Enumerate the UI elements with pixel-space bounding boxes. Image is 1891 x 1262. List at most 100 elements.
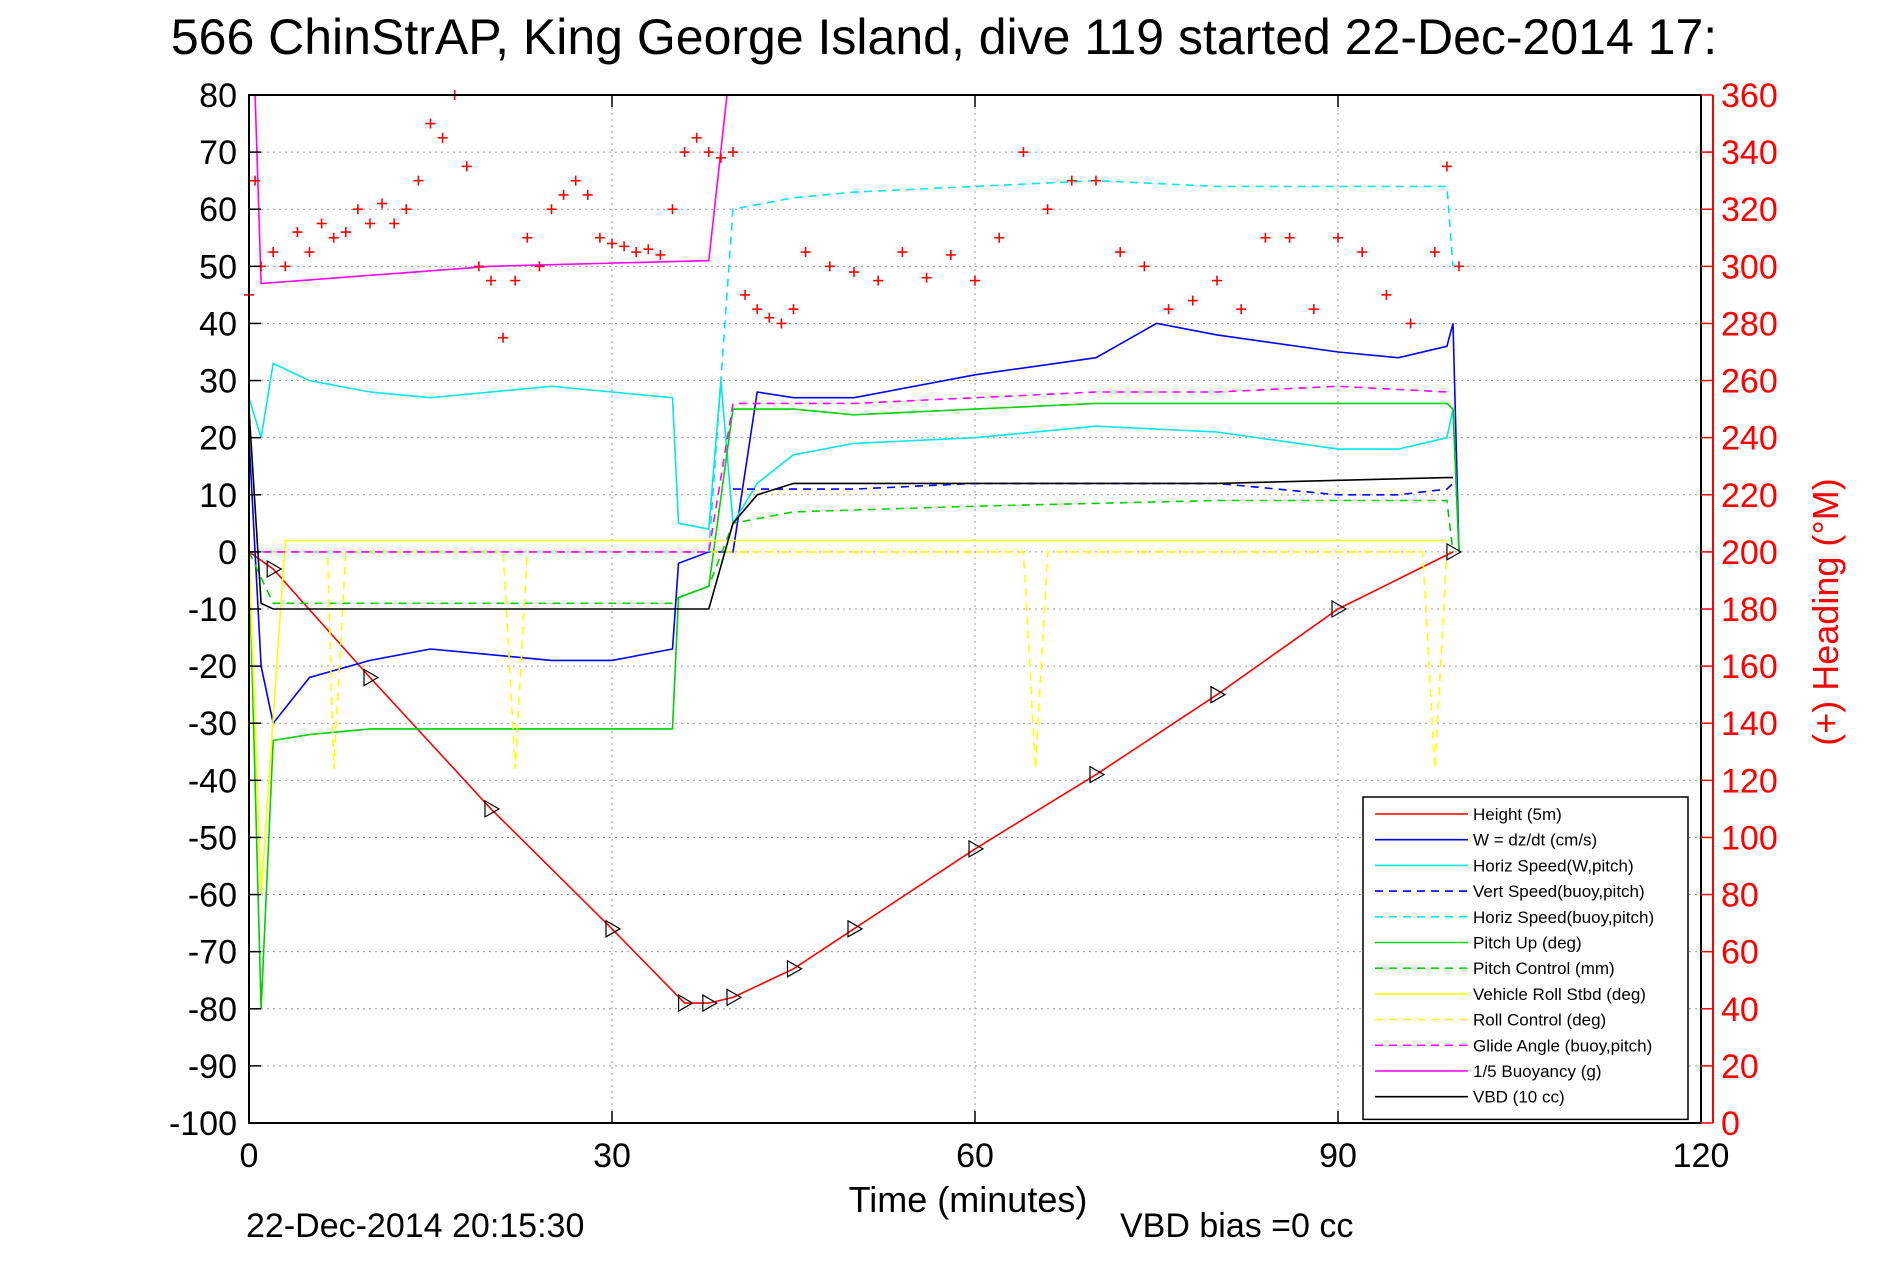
heading-point (1333, 232, 1343, 243)
heading-point (377, 198, 388, 209)
axis-ticks: 0 30 60 90 12080706050403020100-10-20-30-40-… (169, 77, 1778, 1175)
height-marker (968, 839, 985, 858)
y-tick-label: 0 (218, 534, 237, 572)
y-tick-label: -90 (188, 1048, 237, 1086)
heading-point (1066, 175, 1077, 186)
y-tick-label: -40 (188, 762, 237, 800)
heading-point (413, 175, 424, 186)
heading-point (486, 275, 496, 286)
heading-point (582, 189, 593, 200)
legend-label: Pitch Up (deg) (1473, 934, 1582, 953)
heading-point (1042, 204, 1053, 215)
height-marker (605, 919, 622, 938)
legend-label: Horiz Speed(buoy,pitch) (1473, 908, 1654, 927)
y-right-tick-label: 280 (1721, 305, 1778, 343)
legend-label: Height (5m) (1473, 805, 1562, 824)
height-marker (677, 994, 694, 1013)
series-line-1 (248, 322, 1460, 726)
heading-point (570, 175, 581, 186)
legend-label: VBD (10 cc) (1473, 1088, 1565, 1107)
heading-point (280, 261, 291, 272)
heading-point (873, 275, 884, 286)
y-tick-label: -100 (169, 1105, 237, 1143)
legend-label: Pitch Control (mm) (1473, 959, 1615, 978)
heading-point (365, 218, 375, 229)
y-right-tick-label: 100 (1721, 819, 1778, 857)
heading-point (340, 227, 351, 238)
series-line-11 (248, 409, 1453, 610)
heading-point (691, 132, 702, 143)
heading-point (1260, 232, 1271, 243)
legend-label: Glide Angle (buoy,pitch) (1473, 1036, 1652, 1055)
height-marker (726, 988, 743, 1007)
heading-point (510, 275, 521, 286)
y-tick-label: -60 (188, 877, 237, 915)
y-right-tick-label: 160 (1721, 648, 1778, 686)
heading-point (401, 204, 412, 215)
heading-point (607, 238, 617, 249)
heading-point (594, 232, 605, 243)
heading-point (1454, 261, 1464, 272)
chart-title: 566 ChinStrAP, King George Island, dive … (171, 9, 1717, 65)
y-right-tick-label: 180 (1721, 591, 1778, 629)
heading-point (715, 152, 726, 163)
heading-point (268, 247, 279, 258)
height-marker (363, 668, 380, 687)
heading-point (1405, 318, 1416, 329)
series-line-8 (249, 551, 1448, 769)
y-right-tick-label: 60 (1721, 934, 1759, 972)
y-axis-right-label: (+) Heading (°M) (1805, 478, 1846, 745)
heading-point (1284, 232, 1295, 243)
series-line-9 (249, 385, 1447, 553)
heading-point (1018, 147, 1029, 158)
x-tick-label: 60 (956, 1137, 994, 1175)
heading-point (776, 318, 787, 329)
y-right-tick-label: 320 (1721, 191, 1778, 229)
y-tick-label: 70 (199, 134, 237, 172)
x-tick-label: 120 (1673, 1137, 1730, 1175)
y-right-tick-label: 80 (1721, 877, 1759, 915)
y-tick-label: 20 (199, 420, 237, 458)
heading-point (546, 204, 557, 215)
y-tick-label: 30 (199, 363, 237, 401)
heading-point (800, 247, 811, 258)
heading-point (437, 132, 448, 143)
heading-point (1187, 295, 1198, 306)
legend-label: Horiz Speed(W,pitch) (1473, 856, 1634, 875)
heading-point (304, 247, 315, 258)
series-line-4 (708, 179, 1454, 552)
y-right-tick-label: 200 (1721, 534, 1778, 572)
heading-point (534, 261, 545, 272)
heading-point (1115, 247, 1126, 258)
heading-point (655, 249, 666, 260)
y-tick-label: 80 (199, 77, 237, 115)
y-right-tick-label: 240 (1721, 420, 1778, 458)
height-marker (1446, 542, 1463, 561)
legend-label: Vehicle Roll Stbd (deg) (1473, 985, 1646, 1004)
series-line-7 (248, 539, 1447, 895)
legend-box (1362, 796, 1689, 1121)
heading-point (631, 247, 642, 258)
heading-point (292, 227, 303, 238)
x-tick-label: 90 (1319, 1137, 1357, 1175)
x-axis-label: Time (minutes) (849, 1179, 1088, 1220)
series-line-5 (248, 402, 1460, 1009)
height-marker (702, 994, 719, 1013)
series-group (248, 94, 1463, 1013)
y-right-tick-label: 220 (1721, 477, 1778, 515)
timestamp-footer: 22-Dec-2014 20:15:30 (246, 1207, 584, 1245)
heading-point (764, 312, 775, 323)
heading-point (1163, 304, 1174, 315)
heading-point (752, 304, 763, 315)
heading-point (1429, 247, 1440, 258)
heading-point (461, 161, 472, 172)
heading-point (679, 147, 690, 158)
heading-point (1139, 261, 1150, 272)
y-tick-label: -20 (188, 648, 237, 686)
legend-label: 1/5 Buoyancy (g) (1473, 1062, 1602, 1081)
heading-point (824, 261, 835, 272)
y-tick-label: 60 (199, 191, 237, 229)
heading-point (703, 147, 714, 158)
y-right-tick-label: 20 (1721, 1048, 1759, 1086)
heading-point (1212, 275, 1222, 286)
